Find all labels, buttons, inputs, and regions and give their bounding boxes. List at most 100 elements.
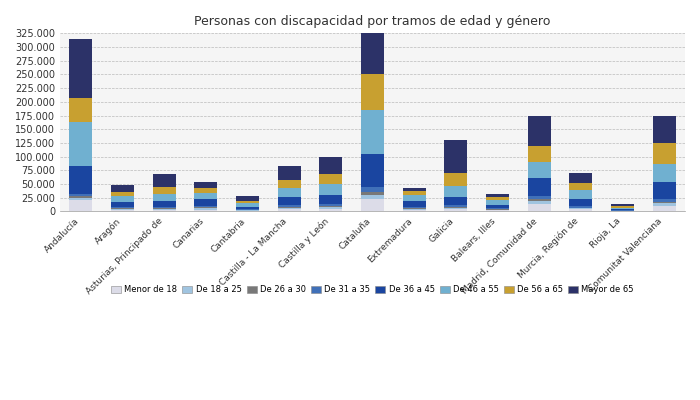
Bar xyxy=(111,202,134,207)
Bar xyxy=(195,188,217,192)
Bar xyxy=(319,206,342,207)
Bar xyxy=(195,182,217,188)
Bar xyxy=(153,174,176,187)
Bar xyxy=(569,183,592,190)
Bar xyxy=(569,190,592,199)
Bar xyxy=(444,173,468,186)
Bar xyxy=(528,199,551,201)
Bar xyxy=(528,204,551,212)
Bar xyxy=(319,158,342,174)
Bar xyxy=(69,200,92,212)
Bar xyxy=(153,210,176,212)
Bar xyxy=(486,209,509,210)
Bar xyxy=(69,198,92,200)
Bar xyxy=(278,205,300,207)
Bar xyxy=(402,201,426,207)
Bar xyxy=(486,198,509,200)
Bar xyxy=(528,116,551,146)
Bar xyxy=(111,209,134,210)
Bar xyxy=(319,184,342,195)
Bar xyxy=(361,187,384,192)
Bar xyxy=(69,98,92,122)
Bar xyxy=(236,211,259,212)
Bar xyxy=(236,203,259,207)
Bar xyxy=(528,201,551,204)
Bar xyxy=(195,210,217,212)
Bar xyxy=(278,166,300,180)
Bar xyxy=(195,208,217,210)
Bar xyxy=(111,196,134,202)
Bar xyxy=(444,197,468,205)
Bar xyxy=(278,209,300,212)
Bar xyxy=(402,210,426,212)
Bar xyxy=(652,182,676,198)
Bar xyxy=(569,208,592,209)
Bar xyxy=(486,210,509,212)
Bar xyxy=(278,188,300,198)
Bar xyxy=(652,116,676,143)
Bar xyxy=(444,208,468,209)
Bar xyxy=(195,206,217,207)
Bar xyxy=(611,206,634,208)
Bar xyxy=(195,192,217,199)
Bar xyxy=(195,207,217,208)
Bar xyxy=(319,195,342,204)
Bar xyxy=(236,196,259,201)
Bar xyxy=(153,194,176,201)
Bar xyxy=(402,195,426,201)
Bar xyxy=(153,207,176,208)
Bar xyxy=(611,209,634,210)
Bar xyxy=(319,174,342,184)
Bar xyxy=(444,205,468,207)
Bar xyxy=(444,207,468,208)
Bar xyxy=(236,201,259,203)
Bar xyxy=(111,210,134,212)
Bar xyxy=(278,207,300,208)
Bar xyxy=(236,207,259,209)
Bar xyxy=(652,143,676,164)
Bar xyxy=(528,146,551,162)
Bar xyxy=(652,198,676,202)
Bar xyxy=(652,206,676,212)
Bar xyxy=(444,209,468,212)
Bar xyxy=(486,194,509,198)
Bar xyxy=(111,207,134,208)
Bar xyxy=(111,185,134,192)
Bar xyxy=(153,209,176,210)
Bar xyxy=(236,209,259,210)
Bar xyxy=(569,206,592,208)
Bar xyxy=(153,208,176,209)
Bar xyxy=(652,202,676,203)
Bar xyxy=(69,122,92,166)
Bar xyxy=(486,205,509,208)
Bar xyxy=(361,110,384,154)
Bar xyxy=(528,162,551,178)
Bar xyxy=(319,204,342,206)
Bar xyxy=(278,198,300,205)
Bar xyxy=(611,204,634,206)
Bar xyxy=(319,209,342,212)
Bar xyxy=(361,192,384,195)
Bar xyxy=(402,209,426,210)
Bar xyxy=(569,173,592,183)
Bar xyxy=(402,188,426,191)
Bar xyxy=(278,208,300,209)
Bar xyxy=(319,207,342,209)
Legend: Menor de 18, De 18 a 25, De 26 a 30, De 31 a 35, De 36 a 45, De 46 a 55, De 56 a: Menor de 18, De 18 a 25, De 26 a 30, De … xyxy=(109,283,636,296)
Bar xyxy=(528,196,551,199)
Bar xyxy=(69,196,92,198)
Bar xyxy=(569,209,592,212)
Bar xyxy=(402,207,426,208)
Bar xyxy=(236,210,259,211)
Bar xyxy=(361,195,384,200)
Bar xyxy=(111,208,134,209)
Bar xyxy=(69,166,92,194)
Bar xyxy=(111,192,134,196)
Bar xyxy=(486,208,509,209)
Bar xyxy=(402,191,426,195)
Bar xyxy=(444,186,468,197)
Bar xyxy=(153,187,176,194)
Bar xyxy=(195,199,217,206)
Bar xyxy=(153,201,176,207)
Bar xyxy=(569,199,592,206)
